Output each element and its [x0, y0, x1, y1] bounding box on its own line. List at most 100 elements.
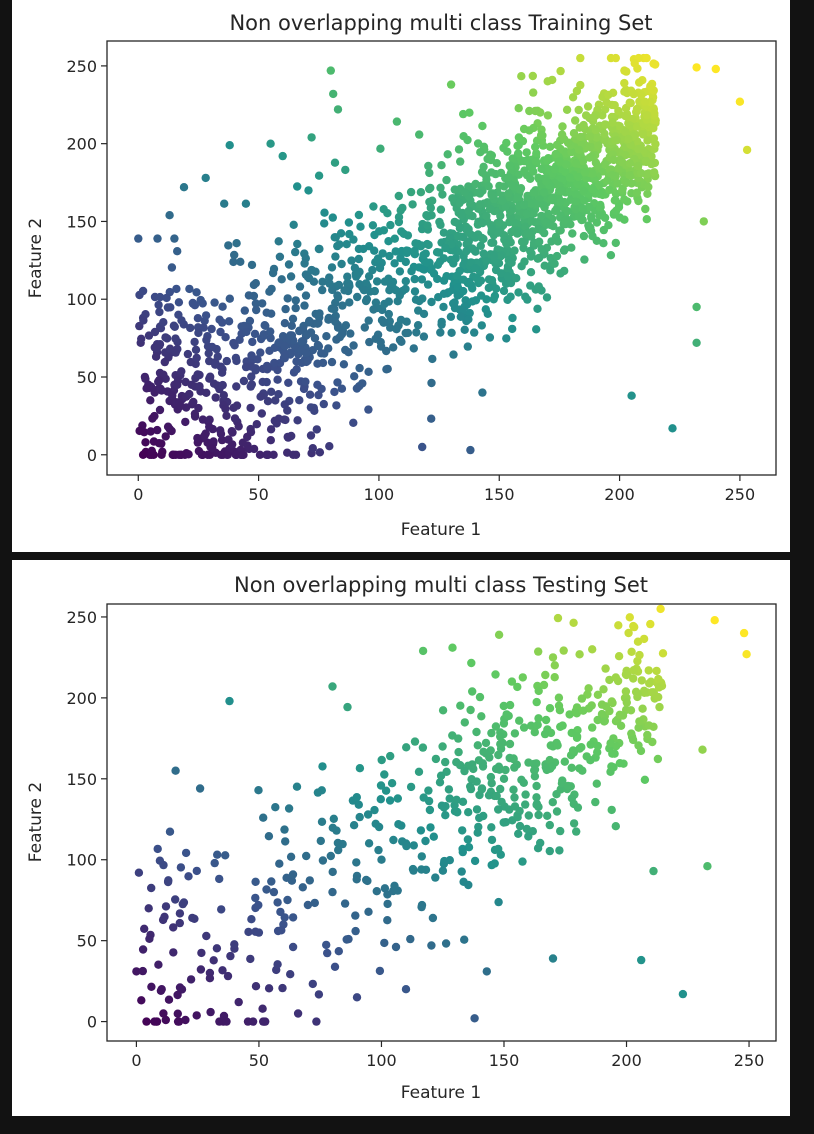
data-point [174, 298, 184, 307]
data-point [394, 191, 403, 201]
data-point [545, 142, 555, 151]
data-point [494, 844, 503, 854]
data-point [460, 325, 469, 334]
data-point [567, 147, 576, 157]
data-point [460, 766, 469, 776]
data-point [305, 390, 315, 399]
data-point [506, 292, 515, 301]
data-point [588, 645, 597, 654]
data-point [147, 982, 156, 991]
data-point [533, 304, 542, 313]
data-point [658, 649, 668, 658]
data-point [152, 343, 162, 353]
data-point [526, 199, 536, 208]
data-point [710, 616, 719, 625]
data-point [532, 781, 541, 791]
data-point [168, 391, 177, 400]
data-point [424, 161, 433, 171]
data-point [221, 333, 230, 342]
data-point [591, 797, 600, 807]
data-point [462, 226, 472, 235]
data-point [599, 239, 608, 248]
data-point [735, 97, 745, 106]
data-point [470, 1014, 479, 1023]
data-point [254, 900, 263, 910]
data-point [474, 756, 484, 765]
data-point [742, 650, 751, 659]
data-point [563, 138, 573, 147]
data-point [398, 203, 407, 213]
data-point [438, 706, 448, 715]
data-point [600, 129, 609, 138]
data-point [333, 378, 342, 387]
data-point [334, 845, 343, 855]
data-point [454, 145, 464, 154]
data-point [345, 298, 354, 307]
plot-frame [106, 603, 777, 1042]
data-point [636, 168, 646, 178]
data-point [600, 717, 609, 726]
data-point [604, 90, 613, 100]
data-point [201, 311, 211, 320]
data-point [218, 318, 227, 327]
data-point [280, 825, 289, 834]
data-point [273, 898, 282, 907]
data-point [534, 647, 543, 656]
data-point [555, 846, 564, 855]
data-point [390, 234, 399, 243]
data-point [554, 693, 564, 702]
data-point [532, 799, 542, 808]
data-point [317, 384, 326, 394]
data-point [394, 217, 404, 227]
data-point [205, 415, 214, 424]
y-tick-label: 250 [66, 608, 97, 627]
data-point [207, 324, 216, 334]
data-point [135, 426, 144, 436]
data-point [144, 904, 153, 913]
data-point [251, 299, 261, 308]
data-point [494, 897, 503, 907]
data-point [620, 78, 629, 88]
data-point [167, 263, 177, 272]
data-point [251, 893, 260, 903]
data-point [492, 791, 501, 801]
data-point [363, 876, 372, 886]
data-point [592, 133, 601, 142]
data-point [692, 302, 701, 312]
y-tick-label: 0 [87, 446, 97, 465]
data-point [431, 754, 441, 764]
data-point [377, 755, 386, 765]
data-point [609, 155, 618, 165]
data-point [514, 104, 523, 113]
data-point [406, 187, 416, 197]
data-point [250, 329, 260, 339]
data-point [251, 877, 260, 886]
data-point [649, 866, 658, 876]
data-point [508, 313, 517, 323]
data-point [364, 367, 373, 376]
data-point [499, 774, 509, 783]
data-point [318, 285, 327, 295]
data-point [325, 273, 334, 282]
data-point [472, 777, 481, 786]
data-point [471, 247, 480, 256]
data-point [569, 618, 578, 627]
data-point [580, 196, 589, 205]
data-point [475, 692, 485, 702]
training-set-scatter-plot: Non overlapping multi class Training Set… [26, 11, 777, 540]
data-point [451, 254, 460, 263]
data-point [477, 321, 486, 330]
data-point [162, 293, 171, 303]
data-point [610, 749, 619, 758]
data-point [314, 244, 324, 254]
data-point [270, 358, 279, 368]
data-point [622, 178, 631, 187]
data-point [171, 895, 180, 904]
data-point [370, 246, 379, 255]
data-point [259, 813, 268, 822]
data-point [349, 821, 359, 830]
data-point [330, 158, 340, 167]
data-point [532, 149, 541, 158]
chart-title: Non overlapping multi class Testing Set [234, 573, 648, 597]
data-point [594, 141, 603, 151]
